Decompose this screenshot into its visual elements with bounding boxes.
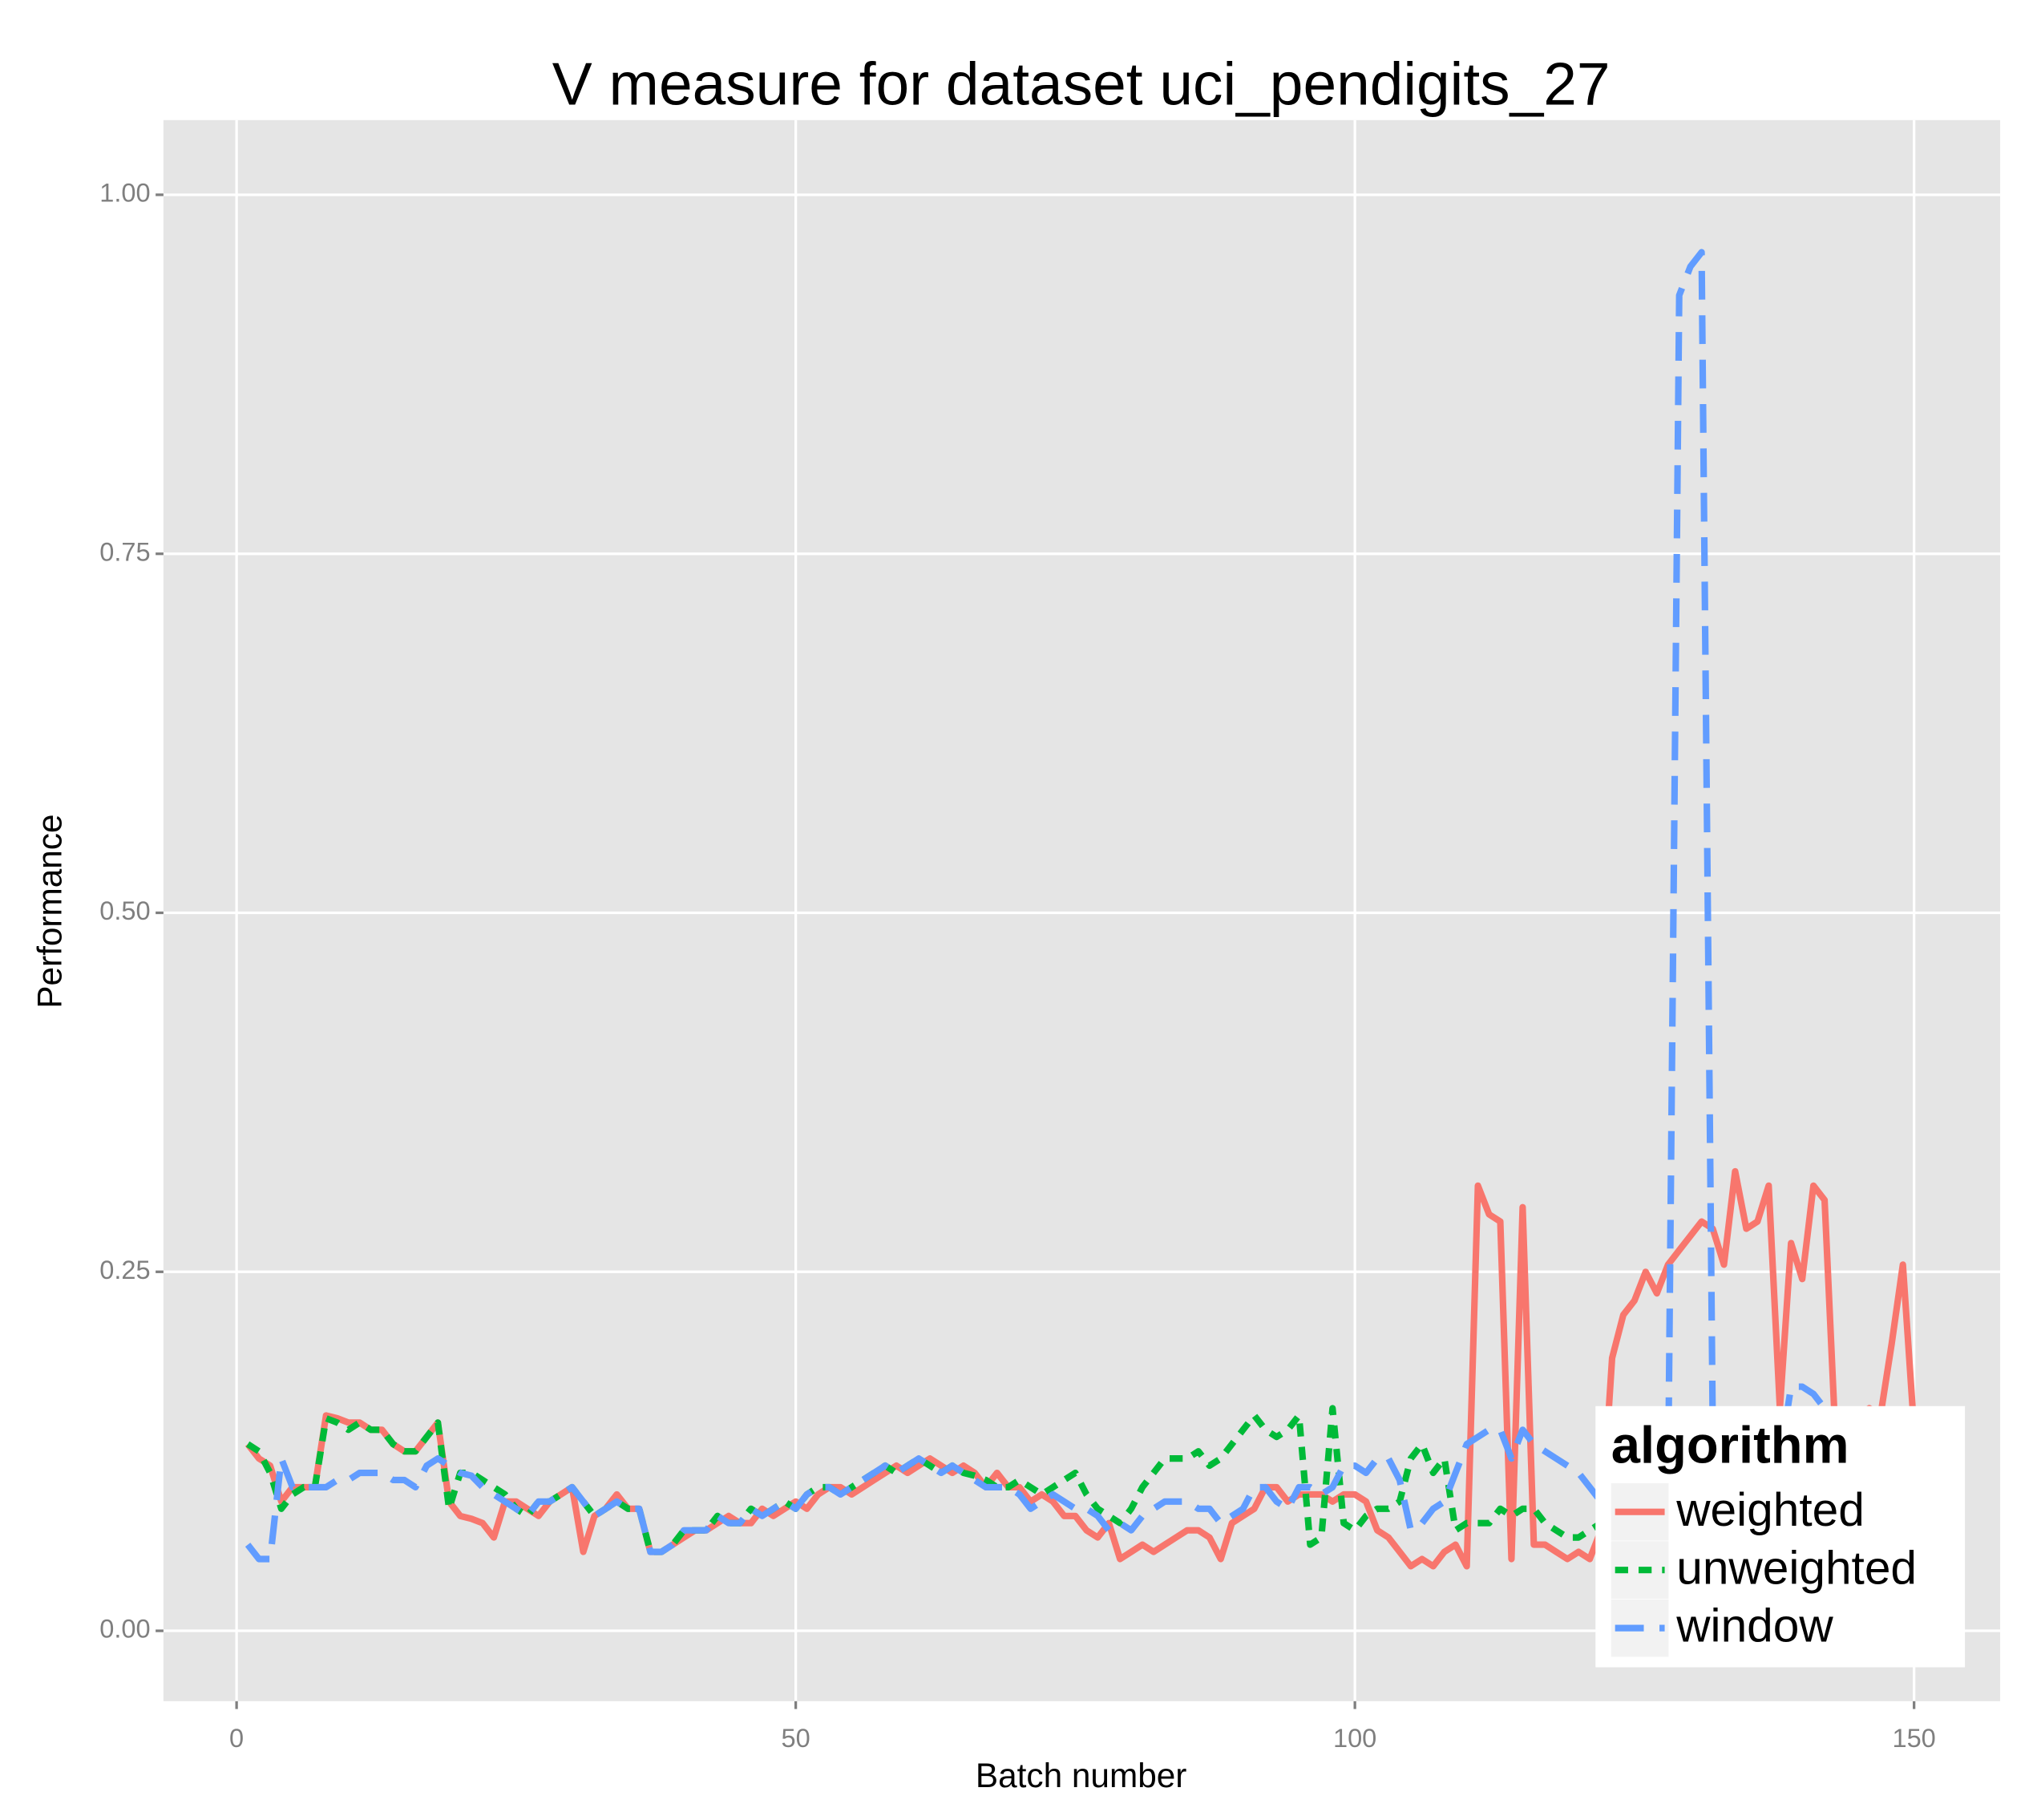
y-tick-label: 0.75: [99, 537, 150, 566]
y-axis-title: Performance: [31, 814, 69, 1008]
x-axis-title: Batch number: [976, 1757, 1187, 1794]
y-tick-label: 1.00: [99, 179, 150, 208]
y-tick-label: 0.50: [99, 896, 150, 925]
axes: 0.00 0.25 0.50 0.75 1.00 0 50 100 150: [99, 179, 1936, 1753]
series-line: [245, 1167, 1918, 1570]
legend-label: weighted: [1675, 1484, 1865, 1536]
y-tick-label: 0.25: [99, 1256, 150, 1284]
legend-title: algorithm: [1611, 1416, 1849, 1474]
grid: [163, 119, 2001, 1701]
legend-label: window: [1675, 1600, 1833, 1652]
x-tick-label: 0: [229, 1724, 244, 1753]
x-tick-label: 100: [1333, 1724, 1376, 1753]
x-tick-label: 150: [1892, 1724, 1935, 1753]
x-tick-label: 50: [782, 1724, 810, 1753]
legend-label: unweighted: [1676, 1542, 1917, 1594]
chart-title: V measure for dataset uci_pendigits_27: [552, 51, 1611, 118]
y-tick-label: 0.00: [99, 1615, 150, 1644]
legend: algorithm weighted unweighted window: [1595, 1405, 1966, 1668]
